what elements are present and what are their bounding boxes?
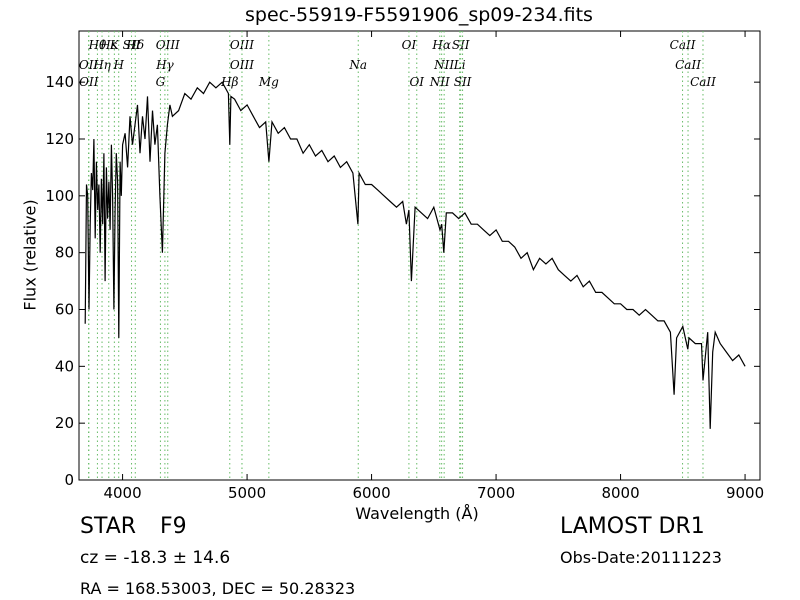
- line-marker-label: NII: [429, 75, 450, 89]
- x-tick-label: 9000: [726, 484, 764, 502]
- line-marker-label: OI: [402, 38, 417, 52]
- line-marker-label: CaII: [670, 38, 696, 52]
- object-subclass: F9: [160, 514, 187, 539]
- chart-title: spec-55919-F5591906_sp09-234.fits: [245, 4, 593, 26]
- y-tick-label: 120: [45, 130, 74, 148]
- line-marker-label: Hγ: [155, 58, 174, 72]
- line-marker-label: Li: [453, 58, 466, 72]
- line-marker-label: OI: [409, 75, 424, 89]
- line-marker-label: OIII: [230, 58, 254, 72]
- line-marker-label: OII: [79, 75, 99, 89]
- x-tick-label: 5000: [228, 484, 266, 502]
- line-marker-label: K: [109, 38, 120, 52]
- line-marker-label: SII: [454, 75, 472, 89]
- sky-coordinates: RA = 168.53003, DEC = 50.28323: [80, 579, 356, 598]
- x-tick-label: 4000: [103, 484, 141, 502]
- line-marker-label: OII: [79, 58, 99, 72]
- line-marker-label: Na: [348, 58, 367, 72]
- line-marker-label: Hδ: [125, 38, 144, 52]
- line-marker-label: Hβ: [220, 75, 238, 89]
- line-marker-label: NII: [433, 58, 454, 72]
- line-marker-label: Hα: [431, 38, 451, 52]
- plot-frame: [78, 30, 761, 481]
- line-marker-label: Hε: [99, 38, 117, 52]
- line-marker-label: G: [156, 75, 166, 89]
- y-tick-label: 40: [55, 357, 74, 375]
- object-class: STAR: [80, 514, 137, 539]
- x-tick-label: 8000: [601, 484, 639, 502]
- y-tick-label: 60: [55, 300, 74, 318]
- line-marker-label: CaII: [675, 58, 701, 72]
- y-tick-label: 100: [45, 187, 74, 205]
- y-tick-label: 80: [55, 244, 74, 262]
- line-marker-label: Mg: [258, 75, 279, 89]
- survey-name: LAMOST DR1: [560, 514, 705, 539]
- line-marker-label: Hη: [92, 58, 111, 72]
- redshift-value: cz = -18.3 ± 14.6: [80, 548, 231, 568]
- spectrum-series-line: [84, 81, 746, 429]
- line-marker-label: OIII: [156, 38, 180, 52]
- y-tick-label: 0: [64, 471, 74, 489]
- y-tick-label: 140: [45, 73, 74, 91]
- x-axis-label: Wavelength (Å): [355, 504, 479, 523]
- line-marker-label: SII: [452, 38, 470, 52]
- line-marker-label: H: [112, 58, 124, 72]
- y-tick-label: 20: [55, 414, 74, 432]
- line-marker-label: SII: [123, 38, 141, 52]
- x-tick-label: 6000: [352, 484, 390, 502]
- line-marker-label: CaII: [690, 75, 716, 89]
- observation-date: Obs-Date:20111223: [560, 548, 722, 567]
- x-tick-label: 7000: [477, 484, 515, 502]
